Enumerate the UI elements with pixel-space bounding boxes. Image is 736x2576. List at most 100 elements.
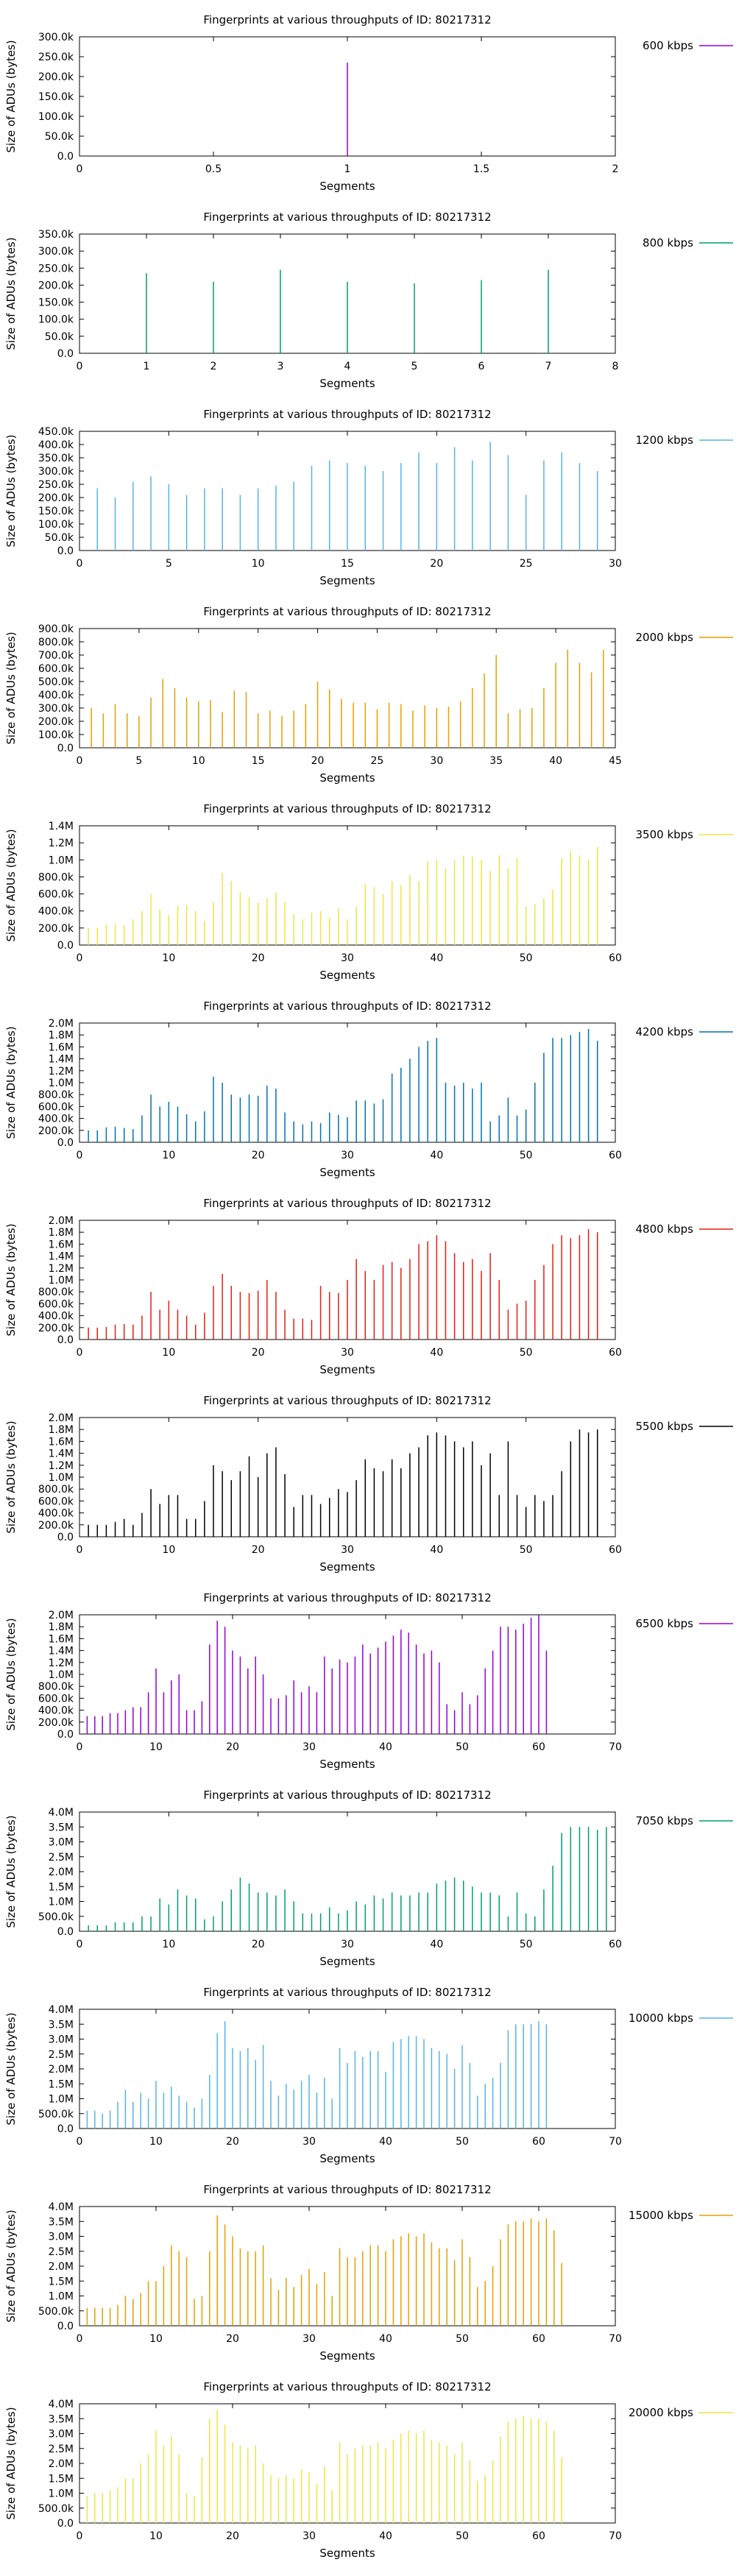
x-tick-label: 10 [162, 1544, 175, 1556]
y-tick-label: 0.0 [57, 1926, 74, 1938]
series-1 [88, 846, 598, 945]
legend-label: 2000 kbps [636, 631, 694, 644]
x-tick-label: 20 [226, 1741, 239, 1753]
y-tick-label: 1.8M [49, 1621, 74, 1633]
legend-label: 3500 kbps [636, 828, 694, 841]
y-tick-label: 1.5M [49, 1881, 74, 1893]
x-tick-label: 0 [77, 952, 83, 964]
x-tick-label: 10 [252, 558, 265, 570]
x-tick-label: 60 [532, 1741, 545, 1753]
y-tick-label: 3.0M [49, 2429, 74, 2441]
x-axis-label: Segments [319, 1166, 375, 1179]
y-tick-label: 1.2M [49, 1460, 74, 1472]
x-tick-label: 70 [609, 2136, 622, 2148]
legend-label: 800 kbps [643, 236, 693, 250]
chart-title: Fingerprints at various throughputs of I… [203, 210, 491, 224]
chart-10: Fingerprints at various throughputs of I… [4, 1788, 733, 1968]
x-tick-label: 40 [379, 2136, 392, 2148]
series-1 [86, 2410, 562, 2523]
y-tick-label: 1.4M [49, 1646, 74, 1657]
legend-label: 7050 kbps [636, 1814, 694, 1827]
x-tick-label: 30 [341, 952, 354, 964]
x-tick-label: 40 [379, 2530, 392, 2542]
legend-label: 4200 kbps [636, 1025, 694, 1038]
y-tick-label: 4.0M [49, 2399, 74, 2410]
y-tick-label: 2.0M [49, 1215, 74, 1227]
y-axis-label: Size of ADUs (bytes) [4, 829, 18, 941]
x-tick-label: 40 [549, 755, 562, 767]
y-tick-label: 1.0M [49, 2094, 74, 2106]
x-tick-label: 15 [252, 755, 265, 767]
y-tick-label: 150.0k [38, 297, 74, 309]
y-tick-label: 50.0k [45, 532, 74, 544]
y-tick-label: 2.0M [49, 1018, 74, 1030]
chart-title: Fingerprints at various throughputs of I… [203, 999, 491, 1013]
y-tick-label: 700.0k [38, 650, 74, 662]
x-axis-label: Segments [319, 180, 375, 193]
chart-8: Fingerprints at various throughputs of I… [4, 1394, 733, 1574]
y-tick-label: 1.4M [49, 1448, 74, 1460]
y-tick-label: 200.0k [38, 923, 74, 935]
y-tick-label: 3.0M [49, 2232, 74, 2243]
y-axis-label: Size of ADUs (bytes) [4, 2407, 18, 2519]
x-tick-label: 0.5 [205, 163, 222, 175]
y-tick-label: 300.0k [38, 703, 74, 715]
x-tick-label: 60 [532, 2333, 545, 2345]
y-tick-label: 1.0M [49, 2488, 74, 2500]
y-tick-label: 1.0M [49, 1078, 74, 1089]
x-tick-label: 40 [430, 1347, 443, 1359]
x-tick-label: 50 [456, 1741, 469, 1753]
y-tick-label: 3.5M [49, 2216, 74, 2228]
x-tick-label: 60 [609, 1544, 622, 1556]
x-tick-label: 0 [77, 2530, 83, 2542]
chart-7: Fingerprints at various throughputs of I… [4, 1197, 733, 1376]
y-axis-label: Size of ADUs (bytes) [4, 631, 18, 744]
y-tick-label: 0.0 [57, 2123, 74, 2135]
x-tick-label: 50 [520, 1544, 533, 1556]
y-tick-label: 3.5M [49, 1822, 74, 1833]
x-axis-label: Segments [319, 2152, 375, 2165]
chart-title: Fingerprints at various throughputs of I… [203, 2183, 491, 2196]
series-1 [86, 2215, 562, 2326]
y-tick-label: 0.0 [57, 743, 74, 754]
y-tick-label: 0.0 [57, 1729, 74, 1741]
y-tick-label: 1.0M [49, 1669, 74, 1681]
y-tick-label: 250.0k [38, 263, 74, 275]
x-tick-label: 25 [520, 558, 533, 570]
x-axis-label: Segments [319, 574, 375, 587]
x-tick-label: 6 [478, 361, 485, 372]
chart-title: Fingerprints at various throughputs of I… [203, 605, 491, 618]
y-tick-label: 900.0k [38, 623, 74, 635]
x-tick-label: 40 [430, 1544, 443, 1556]
x-tick-label: 40 [379, 2333, 392, 2345]
y-tick-label: 200.0k [38, 492, 74, 504]
y-tick-label: 400.0k [38, 1705, 74, 1717]
y-tick-label: 2.0M [49, 2064, 74, 2076]
x-tick-label: 2 [210, 361, 217, 372]
y-tick-label: 200.0k [38, 1125, 74, 1137]
x-tick-label: 50 [456, 2530, 469, 2542]
y-tick-label: 300.0k [38, 466, 74, 478]
y-tick-label: 1.2M [49, 1066, 74, 1078]
y-tick-label: 200.0k [38, 280, 74, 291]
y-tick-label: 450.0k [38, 426, 74, 438]
y-axis-label: Size of ADUs (bytes) [4, 434, 18, 547]
x-tick-label: 50 [520, 1347, 533, 1359]
y-tick-label: 200.0k [38, 71, 74, 83]
x-tick-label: 10 [149, 2530, 163, 2542]
x-tick-label: 0 [77, 1347, 83, 1359]
chart-6: Fingerprints at various throughputs of I… [4, 999, 733, 1179]
y-tick-label: 1.0M [49, 1897, 74, 1908]
x-tick-label: 10 [149, 1741, 163, 1753]
x-tick-label: 70 [609, 2530, 622, 2542]
x-tick-label: 40 [430, 1150, 443, 1161]
x-tick-label: 60 [609, 1939, 622, 1950]
y-tick-label: 250.0k [38, 479, 74, 491]
y-tick-label: 200.0k [38, 1520, 74, 1532]
y-axis-label: Size of ADUs (bytes) [4, 1223, 18, 1336]
chart-title: Fingerprints at various throughputs of I… [203, 802, 491, 815]
series-1 [88, 1229, 598, 1340]
chart-5: Fingerprints at various throughputs of I… [4, 802, 733, 982]
x-tick-label: 60 [532, 2136, 545, 2148]
y-tick-label: 400.0k [38, 906, 74, 918]
